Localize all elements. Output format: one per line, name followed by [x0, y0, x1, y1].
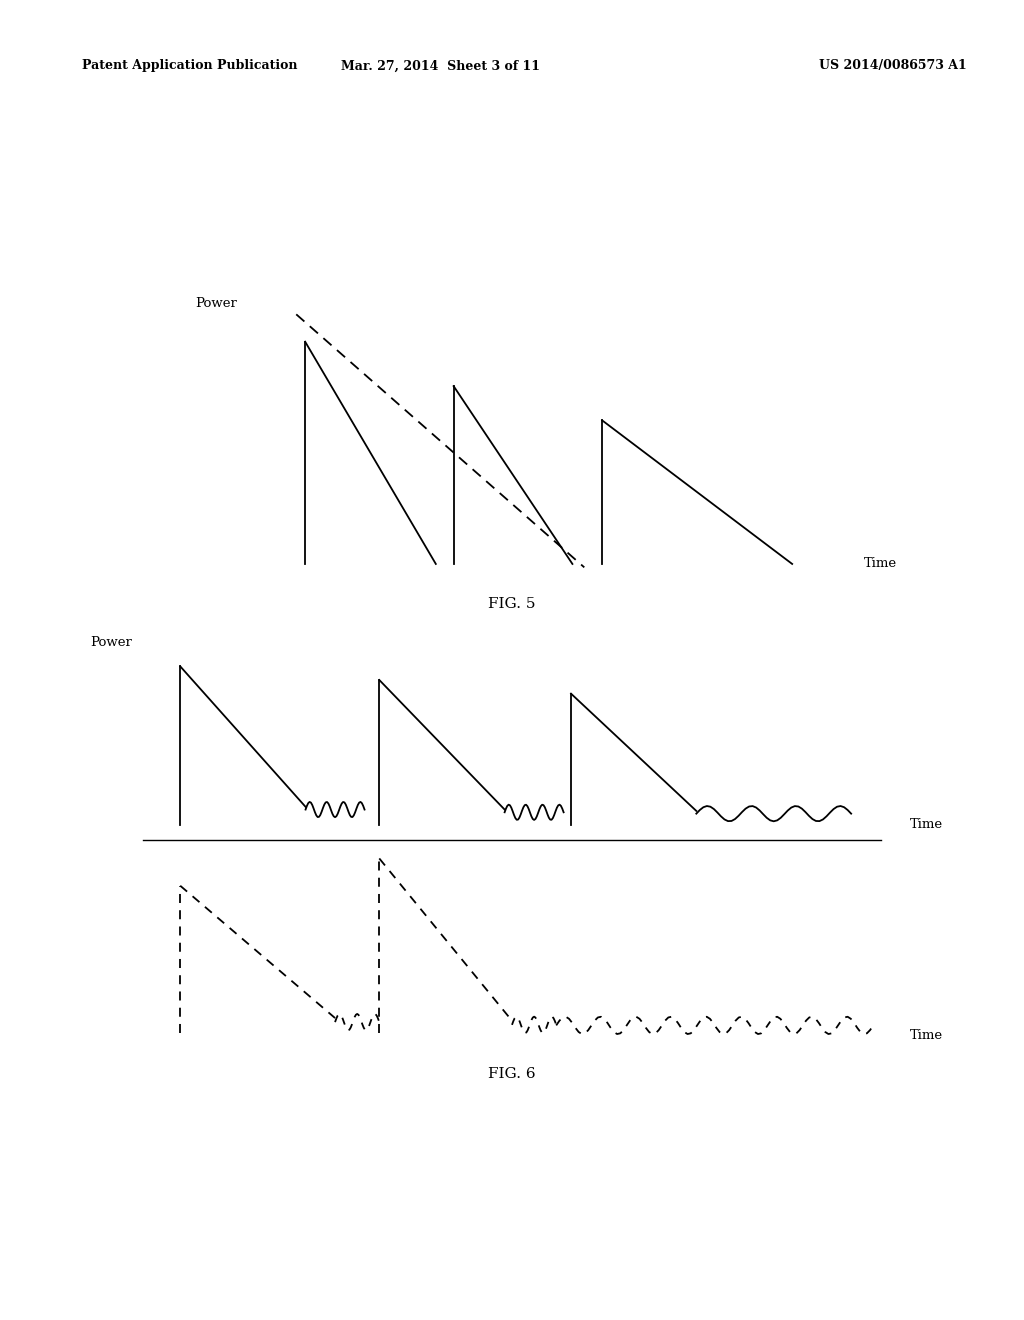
Text: Patent Application Publication: Patent Application Publication [82, 59, 297, 73]
Text: Mar. 27, 2014  Sheet 3 of 11: Mar. 27, 2014 Sheet 3 of 11 [341, 59, 540, 73]
Text: Power: Power [90, 636, 132, 649]
Text: Time: Time [863, 557, 897, 570]
Text: US 2014/0086573 A1: US 2014/0086573 A1 [819, 59, 967, 73]
Text: Time: Time [910, 1030, 943, 1043]
Text: Power: Power [195, 297, 237, 310]
Text: FIG. 5: FIG. 5 [488, 597, 536, 611]
Text: FIG. 6: FIG. 6 [488, 1067, 536, 1081]
Text: Time: Time [910, 818, 943, 832]
